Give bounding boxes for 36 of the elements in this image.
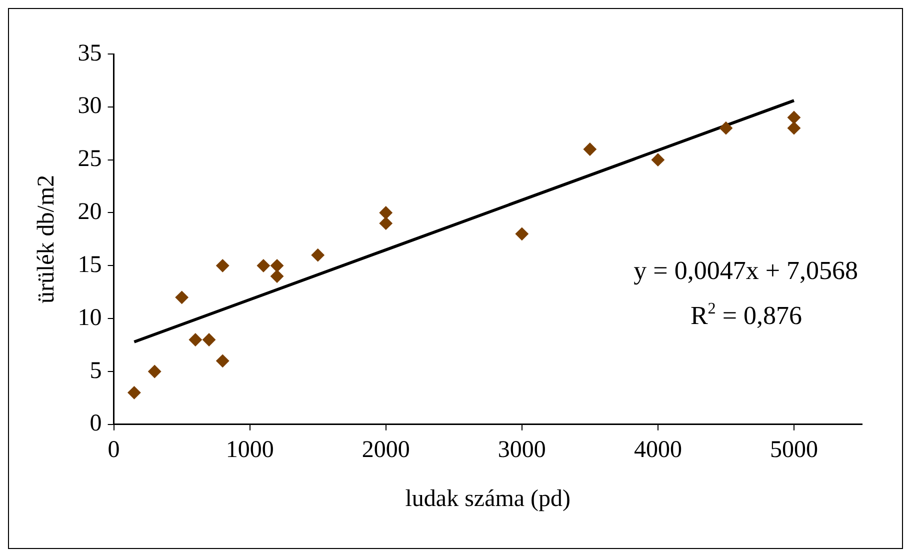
point <box>311 248 324 262</box>
point <box>256 259 270 272</box>
y-tick-label: 20 <box>78 199 102 226</box>
point <box>175 290 188 304</box>
x-axis-title: ludak száma (pd) <box>405 486 571 512</box>
point <box>379 216 392 230</box>
point <box>787 122 800 135</box>
point <box>128 386 141 400</box>
point <box>216 259 230 272</box>
y-tick-label: 10 <box>78 304 102 331</box>
x-tick-label: 4000 <box>634 437 682 464</box>
y-axis-title: ürülék db/m2 <box>34 174 60 304</box>
y-tick-label: 25 <box>78 146 102 172</box>
y-tick-label: 0 <box>90 410 102 437</box>
point <box>583 142 596 156</box>
x-tick-label: 2000 <box>362 437 410 464</box>
point <box>202 333 216 346</box>
y-tick-label: 35 <box>78 40 102 66</box>
annotation: y = 0,0047x + 7,0568 <box>634 256 858 285</box>
point <box>148 364 162 378</box>
point <box>270 259 284 272</box>
point <box>651 153 664 166</box>
point <box>216 354 230 368</box>
point <box>379 206 392 220</box>
point <box>787 110 800 124</box>
x-tick-label: 0 <box>108 437 120 464</box>
x-tick-label: 3000 <box>498 437 546 464</box>
y-tick-label: 30 <box>78 93 102 120</box>
point <box>719 122 732 135</box>
y-tick-label: 15 <box>78 252 102 278</box>
point <box>270 270 284 283</box>
point <box>515 227 528 240</box>
point <box>188 333 202 346</box>
x-tick-label: 1000 <box>226 437 274 464</box>
y-tick-label: 5 <box>90 358 102 384</box>
x-tick-label: 5000 <box>770 437 818 464</box>
